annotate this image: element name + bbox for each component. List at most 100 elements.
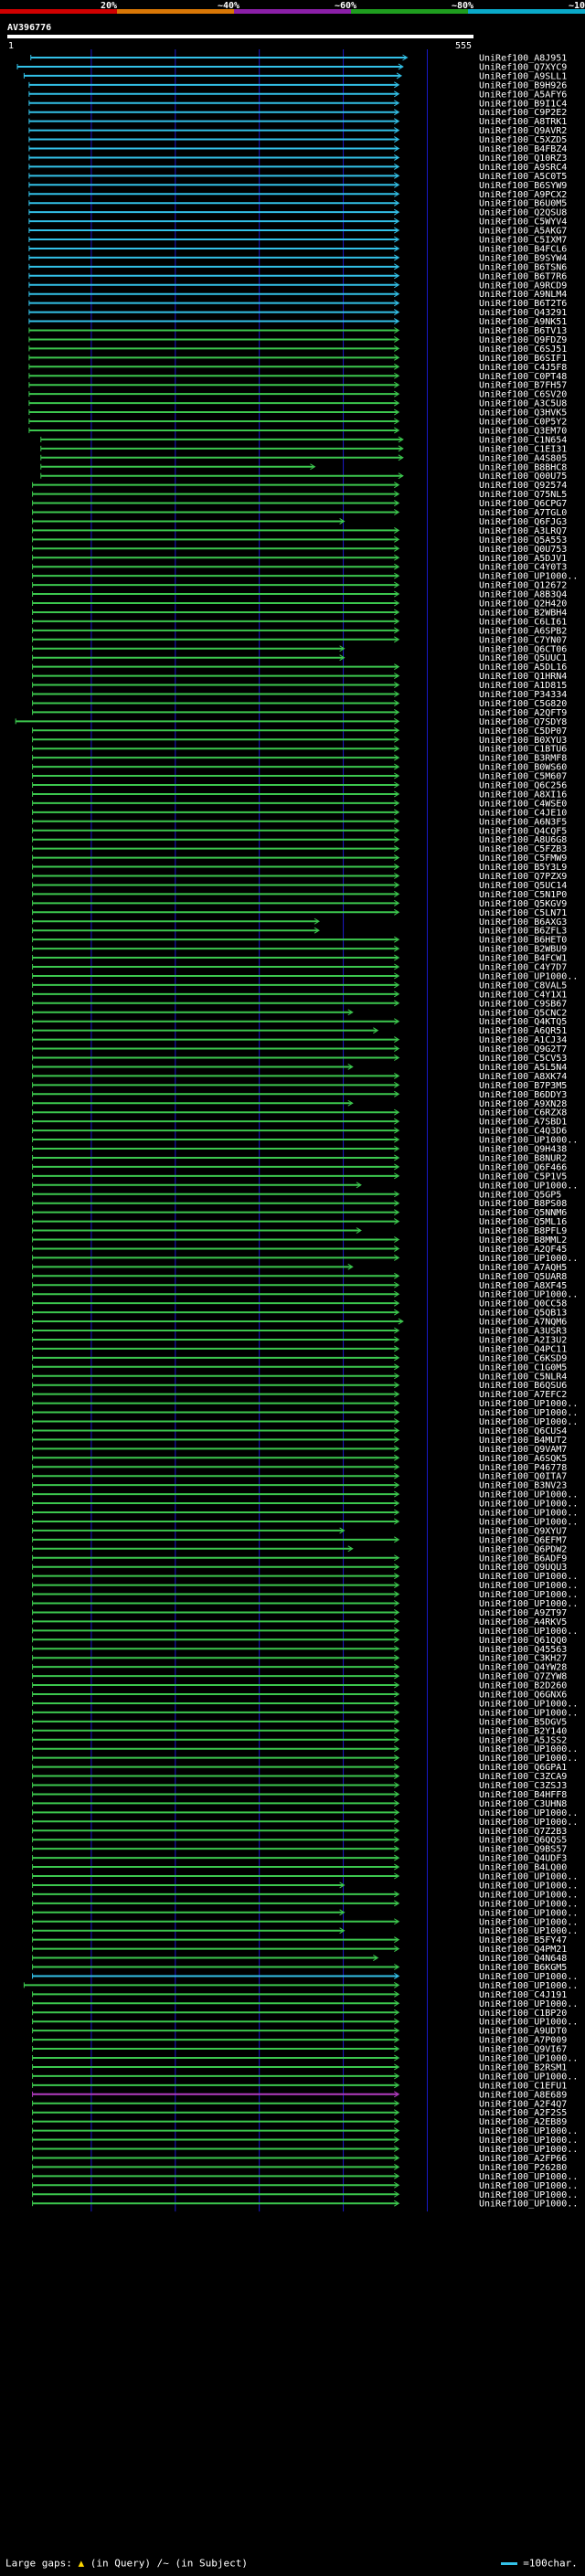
hit-label[interactable]: UniRef100_Q4UDF3 xyxy=(479,1854,567,1864)
hit-label[interactable]: UniRef100_B5FY47 xyxy=(479,1935,567,1945)
hit-row[interactable]: UniRef100_UP1000.. xyxy=(32,2136,579,2146)
hit-row[interactable]: UniRef100_Q2QSU8 xyxy=(28,208,567,218)
hit-label[interactable]: UniRef100_C5DP07 xyxy=(479,726,567,737)
hit-label[interactable]: UniRef100_C5P1V5 xyxy=(479,1171,567,1182)
hit-label[interactable]: UniRef100_B0XYU3 xyxy=(479,736,567,746)
hit-row[interactable]: UniRef100_UP1000.. xyxy=(32,1808,579,1818)
hit-label[interactable]: UniRef100_Q9G2T7 xyxy=(479,1044,567,1055)
hit-label[interactable]: UniRef100_A7AQH5 xyxy=(479,1263,567,1273)
hit-row[interactable]: UniRef100_Q5CNC2 xyxy=(32,1008,568,1018)
hit-label[interactable]: UniRef100_C5LN71 xyxy=(479,908,567,918)
hit-label[interactable]: UniRef100_C6KSD9 xyxy=(479,1353,567,1363)
hit-label[interactable]: UniRef100_Q7Z2B3 xyxy=(479,1827,567,1837)
hit-label[interactable]: UniRef100_A2F4Q7 xyxy=(479,2099,567,2109)
hit-row[interactable]: UniRef100_Q4N648 xyxy=(32,1954,568,1964)
hit-label[interactable]: UniRef100_Q12672 xyxy=(479,581,567,591)
hit-row[interactable]: UniRef100_UP1000.. xyxy=(32,1699,579,1709)
hit-label[interactable]: UniRef100_Q4PC11 xyxy=(479,1344,567,1354)
hit-row[interactable]: UniRef100_C5G820 xyxy=(32,699,568,709)
hit-label[interactable]: UniRef100_Q5GP5 xyxy=(479,1190,561,1200)
hit-row[interactable]: UniRef100_C3UHN8 xyxy=(32,1799,568,1809)
hit-label[interactable]: UniRef100_A3C5U8 xyxy=(479,399,567,409)
hit-row[interactable]: UniRef100_B2Y140 xyxy=(32,1726,568,1736)
hit-row[interactable]: UniRef100_B9H926 xyxy=(28,80,567,90)
hit-label[interactable]: UniRef100_A7P009 xyxy=(479,2036,567,2046)
hit-label[interactable]: UniRef100_Q9FDZ9 xyxy=(479,335,567,345)
hit-label[interactable]: UniRef100_Q3HVK5 xyxy=(479,408,567,419)
hit-label[interactable]: UniRef100_C8VAL5 xyxy=(479,981,567,991)
hit-row[interactable]: UniRef100_A3LRQ7 xyxy=(32,526,568,536)
hit-label[interactable]: UniRef100_B4FBZ4 xyxy=(479,144,567,154)
hit-row[interactable]: UniRef100_Q12672 xyxy=(32,581,568,591)
hit-label[interactable]: UniRef100_UP1000.. xyxy=(479,1517,578,1527)
hit-label[interactable]: UniRef100_Q1HRN4 xyxy=(479,672,567,682)
hit-row[interactable]: UniRef100_Q5UC14 xyxy=(32,881,568,891)
hit-row[interactable]: UniRef100_UP1000.. xyxy=(32,1399,579,1409)
hit-row[interactable]: UniRef100_UP1000.. xyxy=(32,1254,579,1264)
hit-row[interactable]: UniRef100_UP1000.. xyxy=(32,1517,579,1527)
hit-row[interactable]: UniRef100_UP1000.. xyxy=(32,1872,579,1882)
hit-row[interactable]: UniRef100_C5NLR4 xyxy=(32,1372,568,1382)
hit-label[interactable]: UniRef100_Q9H438 xyxy=(479,1145,567,1155)
hit-label[interactable]: UniRef100_A6SPB2 xyxy=(479,626,567,636)
hit-label[interactable]: UniRef100_B8PFL9 xyxy=(479,1226,567,1236)
hit-label[interactable]: UniRef100_Q5KGV9 xyxy=(479,899,567,909)
hit-label[interactable]: UniRef100_A9SLL1 xyxy=(479,71,567,81)
hit-row[interactable]: UniRef100_A8E689 xyxy=(32,2090,568,2100)
hit-label[interactable]: UniRef100_C3ZSJ3 xyxy=(479,1781,567,1791)
hit-label[interactable]: UniRef100_Q6CUS4 xyxy=(479,1426,567,1436)
hit-row[interactable]: UniRef100_A9NLM4 xyxy=(28,290,567,300)
hit-label[interactable]: UniRef100_UP1000.. xyxy=(479,572,578,582)
hit-label[interactable]: UniRef100_Q3EM70 xyxy=(479,426,567,436)
hit-label[interactable]: UniRef100_Q9AVR2 xyxy=(479,126,567,136)
hit-row[interactable]: UniRef100_A8U6G8 xyxy=(32,835,568,845)
hit-row[interactable]: UniRef100_P46778 xyxy=(32,1463,568,1473)
hit-label[interactable]: UniRef100_A8XI16 xyxy=(479,790,567,800)
hit-label[interactable]: UniRef100_A7NQM6 xyxy=(479,1318,567,1328)
hit-row[interactable]: UniRef100_B6DDY3 xyxy=(32,1090,568,1100)
hit-label[interactable]: UniRef100_B4MUT2 xyxy=(479,1436,567,1446)
hit-label[interactable]: UniRef100_Q0CC58 xyxy=(479,1299,567,1309)
hit-label[interactable]: UniRef100_B6AXG3 xyxy=(479,917,567,928)
hit-row[interactable]: UniRef100_Q6CT06 xyxy=(32,644,568,654)
hit-label[interactable]: UniRef100_B2Y140 xyxy=(479,1726,567,1736)
hit-row[interactable]: UniRef100_B8PFL9 xyxy=(32,1226,568,1236)
hit-row[interactable]: UniRef100_A7TGL0 xyxy=(32,508,568,518)
hit-label[interactable]: UniRef100_B4LQ00 xyxy=(479,1863,567,1873)
hit-label[interactable]: UniRef100_UP1000.. xyxy=(479,2145,578,2155)
hit-label[interactable]: UniRef100_UP1000.. xyxy=(479,1408,578,1418)
hit-label[interactable]: UniRef100_C4J191 xyxy=(479,1990,567,2000)
hit-label[interactable]: UniRef100_Q2QSU8 xyxy=(479,208,567,218)
hit-row[interactable]: UniRef100_Q9G2T7 xyxy=(32,1044,568,1055)
hit-label[interactable]: UniRef100_A3LRQ7 xyxy=(479,526,567,536)
hit-label[interactable]: UniRef100_UP1000.. xyxy=(479,971,578,981)
hit-label[interactable]: UniRef100_A4RKV5 xyxy=(479,1617,567,1627)
hit-row[interactable]: UniRef100_UP1000.. xyxy=(32,1908,579,1918)
hit-row[interactable]: UniRef100_UP1000.. xyxy=(23,1981,578,1991)
hit-row[interactable]: UniRef100_C5N1P0 xyxy=(32,890,568,900)
hit-label[interactable]: UniRef100_A2I3U2 xyxy=(479,1335,567,1345)
hit-label[interactable]: UniRef100_Q61QQ0 xyxy=(479,1636,567,1646)
hit-label[interactable]: UniRef100_A3USR3 xyxy=(479,1327,567,1337)
hit-row[interactable]: UniRef100_Q0ITA7 xyxy=(32,1472,568,1482)
hit-label[interactable]: UniRef100_C4Y0T3 xyxy=(479,563,567,573)
hit-row[interactable]: UniRef100_C5LN71 xyxy=(32,908,568,918)
hit-label[interactable]: UniRef100_A9NLM4 xyxy=(479,290,567,300)
hit-label[interactable]: UniRef100_A8E689 xyxy=(479,2090,567,2100)
hit-label[interactable]: UniRef100_Q4YW28 xyxy=(479,1663,567,1673)
hit-label[interactable]: UniRef100_Q5ML16 xyxy=(479,1217,567,1227)
hit-label[interactable]: UniRef100_UP1000.. xyxy=(479,2018,578,2028)
hit-label[interactable]: UniRef100_A6QR51 xyxy=(479,1026,567,1036)
hit-row[interactable]: UniRef100_C6LI61 xyxy=(32,617,568,627)
hit-label[interactable]: UniRef100_C6SV20 xyxy=(479,390,567,400)
hit-label[interactable]: UniRef100_UP1000.. xyxy=(479,1972,578,1982)
hit-row[interactable]: UniRef100_C5DP07 xyxy=(32,726,568,737)
hit-label[interactable]: UniRef100_Q7XYC9 xyxy=(479,62,567,72)
hit-label[interactable]: UniRef100_B6ADF9 xyxy=(479,1553,567,1564)
hit-label[interactable]: UniRef100_A7TGL0 xyxy=(479,508,567,518)
hit-row[interactable]: UniRef100_C7YN07 xyxy=(32,635,568,645)
hit-label[interactable]: UniRef100_UP1000.. xyxy=(479,1509,578,1519)
hit-row[interactable]: UniRef100_UP1000.. xyxy=(32,1754,579,1764)
hit-row[interactable]: UniRef100_A2F4Q7 xyxy=(32,2099,568,2109)
hit-label[interactable]: UniRef100_UP1000.. xyxy=(479,1290,578,1300)
